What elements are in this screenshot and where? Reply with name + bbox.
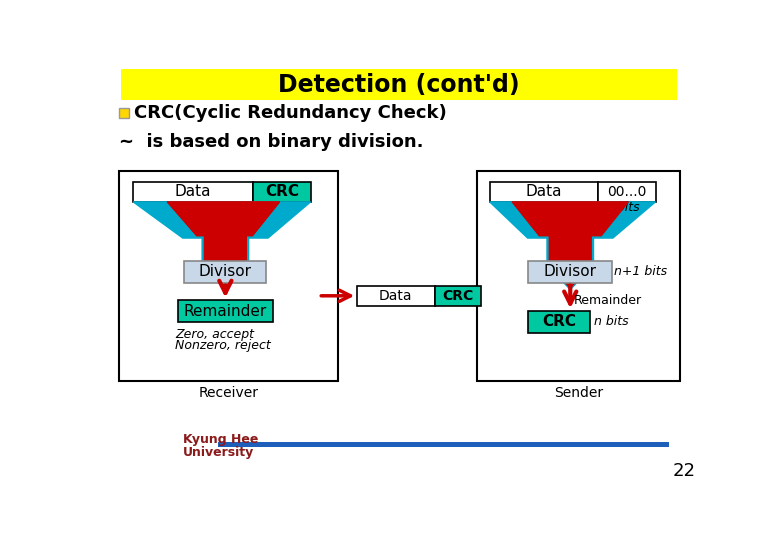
Text: n+1 bits: n+1 bits	[615, 266, 668, 279]
FancyBboxPatch shape	[528, 261, 612, 283]
FancyBboxPatch shape	[528, 311, 590, 333]
FancyBboxPatch shape	[598, 182, 655, 202]
Polygon shape	[512, 202, 629, 288]
Text: Data: Data	[175, 184, 211, 199]
Text: Detection (cont'd): Detection (cont'd)	[278, 73, 519, 97]
Text: ~  is based on binary division.: ~ is based on binary division.	[119, 133, 424, 151]
FancyBboxPatch shape	[477, 171, 680, 381]
Text: Divisor: Divisor	[544, 265, 597, 279]
Text: Remainder: Remainder	[573, 294, 641, 307]
FancyBboxPatch shape	[133, 182, 254, 202]
Text: CRC(Cyclic Redundancy Check): CRC(Cyclic Redundancy Check)	[134, 104, 447, 122]
FancyBboxPatch shape	[119, 108, 129, 118]
FancyBboxPatch shape	[184, 261, 267, 283]
Text: CRC: CRC	[265, 184, 299, 199]
Polygon shape	[490, 202, 655, 289]
FancyBboxPatch shape	[218, 442, 668, 448]
FancyBboxPatch shape	[178, 300, 273, 322]
Text: 22: 22	[672, 462, 696, 481]
FancyBboxPatch shape	[254, 182, 310, 202]
Text: Divisor: Divisor	[199, 265, 252, 279]
Text: 00...0: 00...0	[607, 185, 647, 199]
Polygon shape	[133, 202, 310, 289]
Text: Zero, accept: Zero, accept	[175, 328, 254, 341]
Text: Sender: Sender	[555, 386, 604, 400]
Text: Remainder: Remainder	[184, 303, 267, 319]
Text: CRC: CRC	[542, 314, 576, 329]
FancyBboxPatch shape	[490, 182, 598, 202]
Polygon shape	[167, 202, 279, 288]
FancyBboxPatch shape	[119, 171, 338, 381]
Text: Receiver: Receiver	[198, 386, 258, 400]
Text: Kyung Hee: Kyung Hee	[183, 433, 258, 446]
Text: Data: Data	[379, 289, 413, 303]
Text: Data: Data	[526, 184, 562, 199]
FancyBboxPatch shape	[357, 286, 434, 306]
Text: n bits: n bits	[605, 201, 640, 214]
Text: University: University	[183, 446, 254, 458]
Text: Nonzero, reject: Nonzero, reject	[175, 339, 271, 352]
FancyBboxPatch shape	[434, 286, 481, 306]
Text: n bits: n bits	[594, 315, 628, 328]
Text: CRC: CRC	[442, 289, 473, 303]
FancyBboxPatch shape	[121, 70, 677, 100]
